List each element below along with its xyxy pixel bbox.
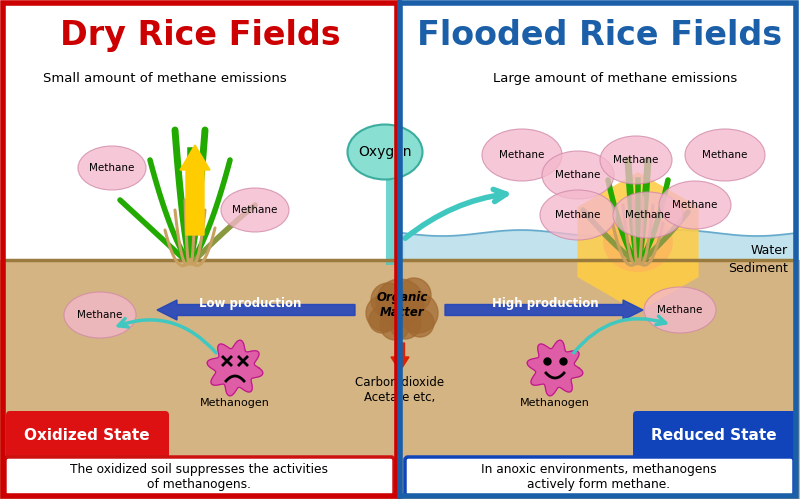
FancyArrow shape: [180, 145, 210, 235]
Text: In anoxic environments, methanogens
actively form methane.: In anoxic environments, methanogens acti…: [481, 463, 717, 491]
Text: Methane: Methane: [232, 205, 278, 215]
Polygon shape: [578, 172, 698, 312]
Ellipse shape: [659, 181, 731, 229]
Text: Methane: Methane: [78, 310, 122, 320]
FancyBboxPatch shape: [6, 411, 169, 461]
Ellipse shape: [542, 151, 614, 199]
FancyBboxPatch shape: [405, 457, 794, 496]
FancyBboxPatch shape: [633, 411, 796, 461]
Text: Sediment: Sediment: [728, 261, 788, 274]
Circle shape: [371, 283, 405, 317]
Text: Oxygen: Oxygen: [358, 145, 412, 159]
Text: Large amount of methane emissions: Large amount of methane emissions: [493, 71, 737, 84]
Text: Small amount of methane emissions: Small amount of methane emissions: [43, 71, 287, 84]
Text: Methanogen: Methanogen: [200, 398, 270, 408]
Text: The oxidized soil suppresses the activities
of methanogens.: The oxidized soil suppresses the activit…: [70, 463, 328, 491]
Text: Methane: Methane: [499, 150, 545, 160]
Circle shape: [376, 279, 424, 327]
Bar: [0, 0, 800, 260]
Polygon shape: [207, 340, 263, 396]
Text: Carbon dioxide
Acetate etc,: Carbon dioxide Acetate etc,: [355, 376, 445, 404]
Text: Methane: Methane: [702, 150, 748, 160]
Polygon shape: [527, 340, 583, 396]
Text: Methane: Methane: [658, 305, 702, 315]
Circle shape: [380, 310, 410, 340]
Ellipse shape: [644, 287, 716, 333]
Bar: [3, 3, 397, 496]
FancyArrow shape: [157, 300, 355, 320]
FancyArrow shape: [391, 343, 409, 371]
Ellipse shape: [221, 188, 289, 232]
Text: Low production: Low production: [199, 296, 301, 309]
Text: Reduced State: Reduced State: [651, 429, 777, 444]
Circle shape: [397, 278, 431, 312]
Circle shape: [389, 307, 421, 339]
Text: Flooded Rice Fields: Flooded Rice Fields: [418, 18, 782, 51]
Text: High production: High production: [492, 296, 598, 309]
Text: Methane: Methane: [672, 200, 718, 210]
Text: Methane: Methane: [90, 163, 134, 173]
Ellipse shape: [64, 292, 136, 338]
Text: Water: Water: [751, 244, 788, 256]
Ellipse shape: [347, 124, 422, 180]
Text: Methane: Methane: [614, 155, 658, 165]
Text: Methanogen: Methanogen: [520, 398, 590, 408]
Text: Methane: Methane: [555, 210, 601, 220]
Ellipse shape: [540, 190, 616, 240]
Ellipse shape: [78, 146, 146, 190]
Ellipse shape: [613, 192, 683, 238]
Ellipse shape: [685, 129, 765, 181]
Bar: [386, 180, 402, 265]
Circle shape: [398, 293, 438, 333]
Bar: [0, 260, 800, 499]
Ellipse shape: [600, 136, 672, 184]
Circle shape: [369, 307, 395, 333]
Circle shape: [406, 309, 434, 337]
Text: Methane: Methane: [555, 170, 601, 180]
FancyBboxPatch shape: [5, 457, 394, 496]
Ellipse shape: [603, 212, 673, 272]
Text: Organic
Matter: Organic Matter: [376, 291, 428, 319]
Circle shape: [366, 295, 402, 331]
Text: Dry Rice Fields: Dry Rice Fields: [60, 18, 340, 51]
Text: Oxidized State: Oxidized State: [24, 429, 150, 444]
Bar: [400, 3, 796, 496]
Text: Methane: Methane: [626, 210, 670, 220]
Ellipse shape: [482, 129, 562, 181]
FancyArrow shape: [445, 300, 643, 320]
